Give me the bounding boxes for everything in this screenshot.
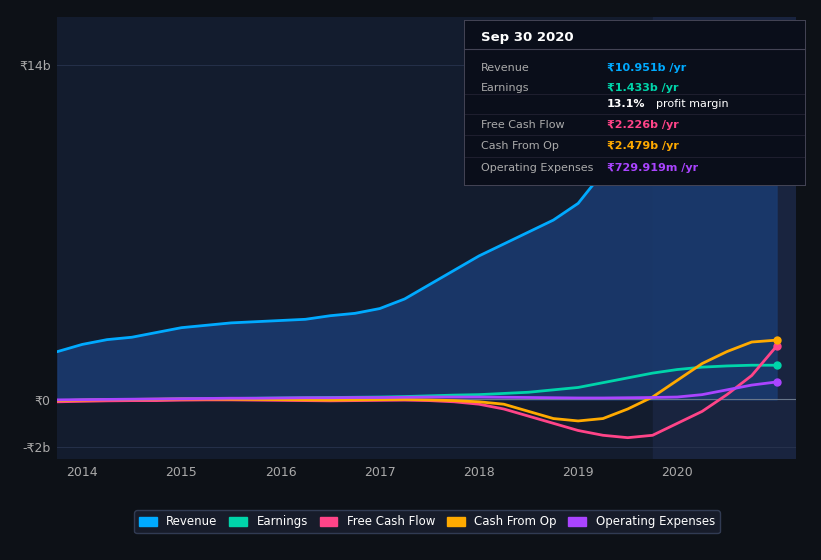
Text: ₹10.951b /yr: ₹10.951b /yr	[607, 63, 686, 72]
Text: ₹2.226b /yr: ₹2.226b /yr	[607, 119, 679, 129]
Bar	[653, 17, 796, 459]
Text: ₹1.433b /yr: ₹1.433b /yr	[607, 83, 678, 93]
Text: Sep 30 2020: Sep 30 2020	[481, 31, 574, 44]
Text: Free Cash Flow: Free Cash Flow	[481, 119, 565, 129]
Text: Cash From Op: Cash From Op	[481, 141, 559, 151]
Text: 13.1%: 13.1%	[607, 99, 645, 109]
Legend: Revenue, Earnings, Free Cash Flow, Cash From Op, Operating Expenses: Revenue, Earnings, Free Cash Flow, Cash …	[135, 511, 719, 533]
Text: Earnings: Earnings	[481, 83, 530, 93]
Text: profit margin: profit margin	[656, 99, 729, 109]
Text: Operating Expenses: Operating Expenses	[481, 164, 594, 173]
Text: ₹729.919m /yr: ₹729.919m /yr	[607, 164, 698, 173]
Text: Revenue: Revenue	[481, 63, 530, 72]
Text: ₹2.479b /yr: ₹2.479b /yr	[607, 141, 679, 151]
